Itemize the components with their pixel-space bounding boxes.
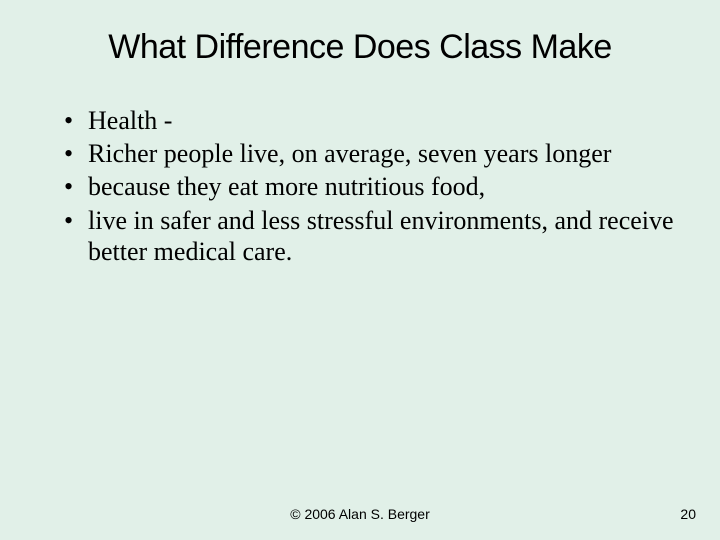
bullet-list: Health - Richer people live, on average,… xyxy=(40,105,680,267)
bullet-item: Health - xyxy=(64,105,680,136)
slide-container: What Difference Does Class Make Health -… xyxy=(0,0,720,540)
bullet-item: because they eat more nutritious food, xyxy=(64,171,680,202)
bullet-item: Richer people live, on average, seven ye… xyxy=(64,138,680,169)
bullet-item: live in safer and less stressful environ… xyxy=(64,205,680,267)
slide-title: What Difference Does Class Make xyxy=(40,28,680,67)
copyright-text: © 2006 Alan S. Berger xyxy=(290,506,430,522)
page-number: 20 xyxy=(680,506,696,522)
